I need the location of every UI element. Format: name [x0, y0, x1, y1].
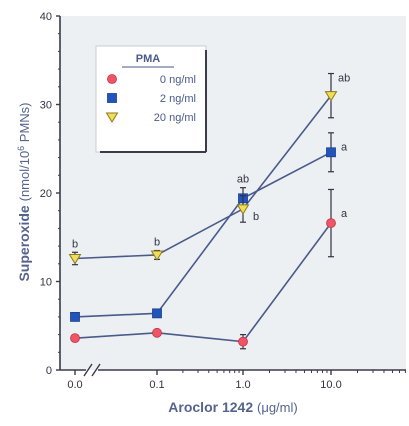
- significance-label: a: [341, 208, 348, 220]
- significance-label: b: [154, 237, 160, 249]
- significance-label: b: [72, 238, 78, 250]
- legend-label: 0 ng/ml: [160, 74, 196, 86]
- x-tick-label: 1.0: [235, 379, 250, 391]
- data-point: [68, 253, 82, 265]
- legend-marker: [107, 74, 117, 84]
- data-point: [150, 250, 164, 261]
- x-axis-label: Aroclor 1242 (μg/ml): [168, 399, 297, 415]
- data-point: [324, 91, 338, 102]
- significance-label: b: [253, 211, 259, 223]
- x-tick-label: 0.1: [149, 379, 164, 391]
- y-axis-label: Superoxide (nmol/106 PMNs): [16, 102, 32, 281]
- y-tick-label: 40: [40, 11, 52, 23]
- data-point: [236, 204, 250, 215]
- y-tick-label: 20: [40, 188, 52, 200]
- y-axis-label-unit-tail: PMNs): [17, 102, 32, 145]
- x-tick-label: 0.0: [67, 379, 82, 391]
- legend-title: PMA: [136, 53, 161, 65]
- significance-label: ab: [237, 174, 249, 186]
- x-axis-label-name: Aroclor 1242: [168, 399, 257, 415]
- x-axis-label-unit: (μg/ml): [257, 400, 298, 415]
- series-line: [74, 151, 332, 318]
- significance-label: ab: [338, 73, 350, 85]
- y-tick-label: 0: [46, 365, 52, 377]
- legend-marker: [105, 112, 119, 123]
- significance-label: a: [341, 141, 348, 153]
- data-point: [152, 308, 162, 319]
- y-tick-label: 10: [40, 277, 52, 289]
- data-point: [326, 218, 336, 228]
- axis-break-mark: [91, 363, 101, 377]
- data-point: [70, 333, 80, 344]
- legend: PMA 0 ng/ml 2 ng/ml 20 ng/ml: [95, 45, 207, 153]
- series-line: [74, 95, 332, 260]
- y-axis-label-name: Superoxide: [16, 201, 32, 281]
- series-layer: [68, 72, 338, 350]
- series-line: [74, 222, 332, 343]
- y-tick-label: 30: [40, 100, 52, 112]
- legend-marker: [107, 93, 117, 103]
- axis-break-mark: [83, 363, 93, 377]
- y-axis-label-unit: (nmol/10: [17, 151, 32, 202]
- y-axis-label-exponent: 6: [16, 146, 26, 151]
- data-point: [238, 336, 248, 347]
- data-point: [70, 311, 80, 322]
- data-point: [326, 147, 336, 158]
- legend-label: 20 ng/ml: [154, 112, 196, 124]
- axes: 0 10 20 30 40 0.0 0.1 1.0 10.0: [40, 11, 406, 391]
- data-point: [152, 327, 162, 338]
- x-tick-label: 10.0: [320, 379, 341, 391]
- legend-label: 2 ng/ml: [160, 93, 196, 105]
